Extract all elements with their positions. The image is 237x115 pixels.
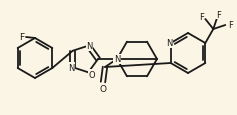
Text: N: N <box>114 55 120 64</box>
Text: F: F <box>216 10 221 19</box>
Text: N: N <box>166 39 173 48</box>
Text: N: N <box>68 63 75 72</box>
Text: O: O <box>88 70 95 79</box>
Text: O: O <box>100 85 106 94</box>
Text: F: F <box>199 13 204 22</box>
Text: F: F <box>19 32 25 41</box>
Text: N: N <box>86 42 92 51</box>
Text: F: F <box>228 21 233 30</box>
